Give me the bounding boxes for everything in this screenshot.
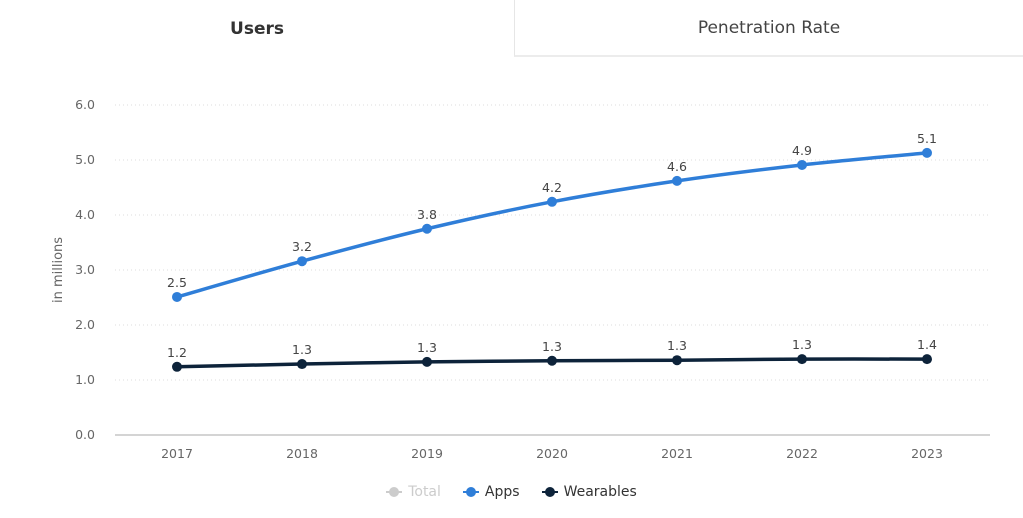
tab-bar: Users Penetration Rate: [0, 0, 1023, 58]
x-tick-label: 2022: [786, 446, 818, 461]
legend-label: Total: [408, 484, 441, 500]
tab-users[interactable]: Users: [0, 0, 514, 57]
data-label: 1.3: [542, 339, 562, 354]
data-label: 1.3: [667, 338, 687, 353]
x-tick-label: 2018: [286, 446, 318, 461]
data-label: 5.1: [917, 131, 937, 146]
data-point: [922, 354, 932, 365]
tab-penetration-rate[interactable]: Penetration Rate: [514, 0, 1023, 57]
legend: Total Apps Wearables: [0, 484, 1023, 500]
data-point: [172, 361, 182, 372]
legend-label: Wearables: [563, 484, 637, 500]
data-label: 1.3: [292, 342, 312, 357]
legend-marker-icon: [462, 487, 479, 497]
x-tick-label: 2023: [911, 446, 943, 461]
data-label: 3.8: [417, 207, 437, 222]
data-label: 1.3: [792, 337, 812, 352]
legend-item-apps[interactable]: Apps: [462, 484, 520, 500]
y-axis-ticks: 0.0 1.0 2.0 3.0 4.0 5.0 6.0: [75, 97, 95, 442]
y-tick-label: 5.0: [75, 152, 95, 167]
data-label: 4.9: [792, 143, 812, 158]
data-point: [547, 355, 557, 366]
data-label: 2.5: [167, 275, 187, 290]
line-chart: 0.01.02.03.04.05.06.0 2017 2018 2019 2020 20…: [51, 97, 990, 461]
x-tick-label: 2020: [536, 446, 568, 461]
data-label: 1.3: [417, 340, 437, 355]
data-point: [922, 147, 932, 158]
series-layer: 2.53.23.84.24.64.95.11.2 1.3 1.3 1.3 1.3 1.3 1…: [167, 131, 937, 372]
y-tick-label: 6.0: [75, 97, 95, 112]
series-line: [175, 151, 929, 299]
y-tick-label: 1.0: [75, 372, 95, 387]
legend-label: Apps: [484, 484, 520, 500]
data-point: [422, 223, 432, 234]
data-label: 4.2: [542, 180, 562, 195]
data-point: [297, 256, 307, 267]
legend-item-total[interactable]: Total: [386, 484, 441, 500]
x-tick-label: 2019: [411, 446, 443, 461]
legend-marker-icon: [386, 487, 403, 497]
data-point: [672, 175, 682, 186]
data-point: [422, 356, 432, 367]
y-tick-label: 3.0: [75, 262, 95, 277]
data-label: 3.2: [292, 239, 312, 254]
data-point: [547, 196, 557, 207]
y-axis-label: in millions: [51, 237, 66, 303]
data-point: [297, 359, 307, 370]
data-label: 4.6: [667, 159, 687, 174]
y-tick-label: 2.0: [75, 317, 95, 332]
data-point: [672, 355, 682, 366]
data-point: [797, 354, 807, 365]
data-label: 1.4: [917, 337, 937, 352]
series-apps: 2.5 3.2 3.8 4.2 4.6 4.9 5.1: [167, 131, 937, 302]
y-tick-label: 4.0: [75, 207, 95, 222]
series-wearables: 1.2 1.3 1.3 1.3 1.3 1.3 1.4: [167, 337, 937, 372]
data-label: 1.2: [167, 345, 187, 360]
legend-item-wearables[interactable]: Wearables: [541, 484, 637, 500]
x-tick-label: 2021: [661, 446, 693, 461]
data-point: [797, 159, 807, 170]
y-tick-label: 0.0: [75, 427, 95, 442]
x-axis-ticks: 2017 2018 2019 2020 2021 2022 2023: [161, 446, 943, 461]
x-tick-label: 2017: [161, 446, 193, 461]
legend-marker-icon: [541, 487, 558, 497]
data-point: [172, 291, 182, 302]
